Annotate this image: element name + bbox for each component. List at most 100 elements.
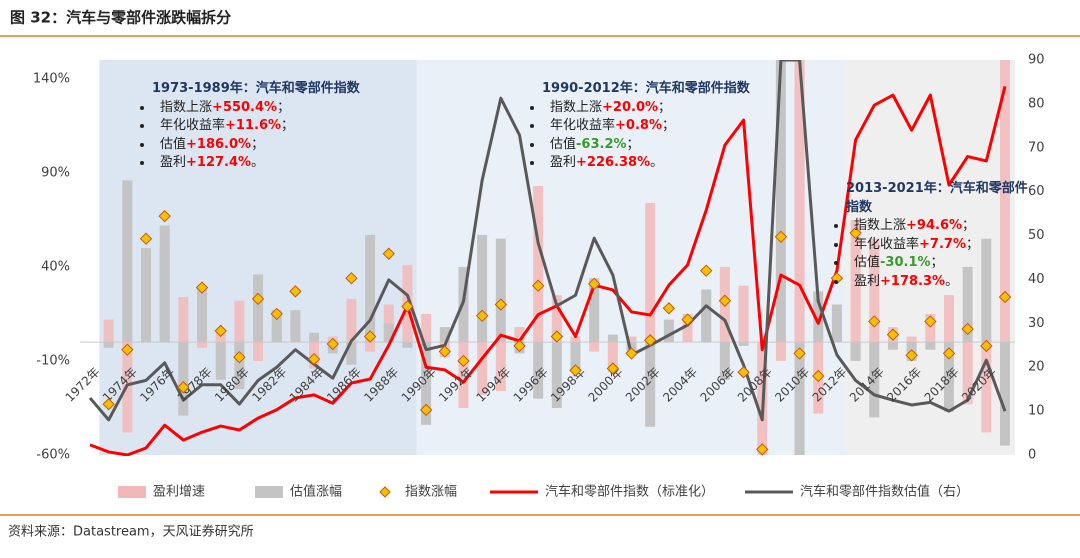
bar: [962, 266, 973, 343]
diamond-marker: [251, 292, 265, 306]
diamond-marker: [438, 345, 452, 358]
annotation-item: 年化收益率+0.8%；: [544, 117, 788, 136]
diamond-marker: [830, 271, 844, 285]
bar: [775, 342, 786, 361]
item-value: +94.6%: [906, 218, 963, 233]
diamond-marker: [905, 349, 918, 362]
bar: [663, 319, 674, 343]
y2-tick-label: 80: [1028, 96, 1045, 111]
bar: [402, 342, 413, 348]
diamond-marker: [756, 443, 769, 456]
item-label: 指数上涨: [854, 218, 907, 233]
bar: [925, 313, 936, 343]
item-value: +11.6%: [225, 118, 282, 133]
bar: [197, 342, 208, 348]
legend-label: 指数涨幅: [405, 485, 457, 500]
item-value: +20.0%: [602, 99, 659, 115]
bar: [253, 342, 264, 361]
bar: [477, 342, 488, 395]
item-label: 指数上涨: [550, 99, 603, 115]
bar: [850, 219, 861, 343]
diamond-marker: [774, 230, 788, 244]
y2-tick-label: 0: [1028, 448, 1036, 463]
bar: [215, 342, 226, 380]
item-label: 盈利: [854, 273, 881, 289]
x-tick-label: 1972年: [63, 365, 103, 405]
diamond-marker: [942, 347, 956, 360]
diamond-marker: [233, 350, 246, 364]
bar: [103, 319, 114, 343]
diamond-marker: [363, 330, 377, 343]
bar: [981, 342, 992, 433]
chart-title: 图 32：汽车与零部件涨跌幅拆分: [10, 9, 231, 27]
y2-tick-label: 60: [1028, 184, 1045, 199]
diamond-marker: [998, 290, 1012, 304]
item-end: ；: [251, 136, 265, 152]
annotation-list: 指数上涨+20.0%；年化收益率+0.8%；估值-63.2%；盈利+226.38…: [528, 99, 788, 173]
bar: [178, 342, 189, 416]
legend-swatch: [379, 486, 391, 498]
y-tick-label: -10%: [36, 353, 70, 368]
bar: [533, 186, 544, 343]
bar: [197, 289, 208, 343]
bar: [215, 332, 226, 343]
legend-swatch: [255, 486, 283, 498]
bar: [551, 342, 562, 408]
bar: [813, 291, 824, 343]
diamond-marker: [643, 334, 657, 347]
legend-swatch: [118, 486, 146, 498]
y2-tick-label: 20: [1028, 360, 1045, 375]
bar: [981, 238, 992, 343]
bar: [943, 295, 954, 343]
bar: [738, 342, 749, 346]
diamond-marker: [849, 226, 862, 240]
bar: [421, 313, 432, 343]
annotation-item: 估值+186.0%；: [154, 136, 398, 155]
bar: [607, 334, 618, 343]
diamond-marker: [475, 309, 489, 323]
item-value: +0.8%: [615, 118, 662, 133]
diamond-marker: [812, 369, 825, 383]
diamond-marker: [326, 337, 339, 351]
bar: [365, 342, 376, 352]
item-label: 年化收益率: [550, 118, 616, 133]
diamond-marker: [419, 403, 433, 417]
diamond-marker: [139, 232, 153, 245]
annotation: 1990-2012年：汽车和零部件指数指数上涨+20.0%；年化收益率+0.8%…: [528, 80, 788, 173]
bar: [682, 313, 693, 343]
y2-tick-label: 90: [1028, 53, 1045, 68]
annotation: 2013-2021年：汽车和零部件指数指数上涨+94.6%；年化收益率+7.7%…: [832, 180, 1032, 291]
item-end: ；: [930, 255, 944, 270]
diamond-marker: [737, 366, 750, 379]
bar: [794, 60, 805, 343]
bar: [925, 342, 936, 350]
diamond-marker: [980, 339, 993, 353]
item-value: +550.4%: [212, 99, 278, 115]
bar: [495, 238, 506, 343]
item-label: 盈利: [550, 155, 577, 170]
line: [89, 85, 1007, 456]
period-band: [416, 60, 847, 455]
bar: [1000, 60, 1010, 343]
diamond-marker: [718, 294, 732, 307]
diamond-marker: [868, 315, 881, 328]
bar: [719, 342, 730, 380]
diamond-marker: [158, 209, 171, 223]
item-value: +186.0%: [186, 136, 252, 152]
diamond-marker: [494, 298, 508, 311]
item-end: ；: [965, 236, 979, 252]
bar: [159, 225, 170, 343]
bar: [794, 342, 805, 455]
item-value: +127.4%: [186, 155, 252, 170]
diamond-marker: [587, 277, 601, 291]
y-tick-label: 140%: [33, 71, 70, 86]
plot-area: [80, 60, 1015, 456]
bar: [421, 342, 432, 425]
diamond-marker: [625, 347, 638, 360]
item-end: ；: [661, 118, 675, 133]
bar: [701, 289, 712, 343]
annotation-item: 盈利+178.3%。: [848, 273, 1032, 292]
bar: [458, 342, 469, 408]
bar: [589, 342, 600, 352]
diamond-marker: [270, 307, 283, 321]
